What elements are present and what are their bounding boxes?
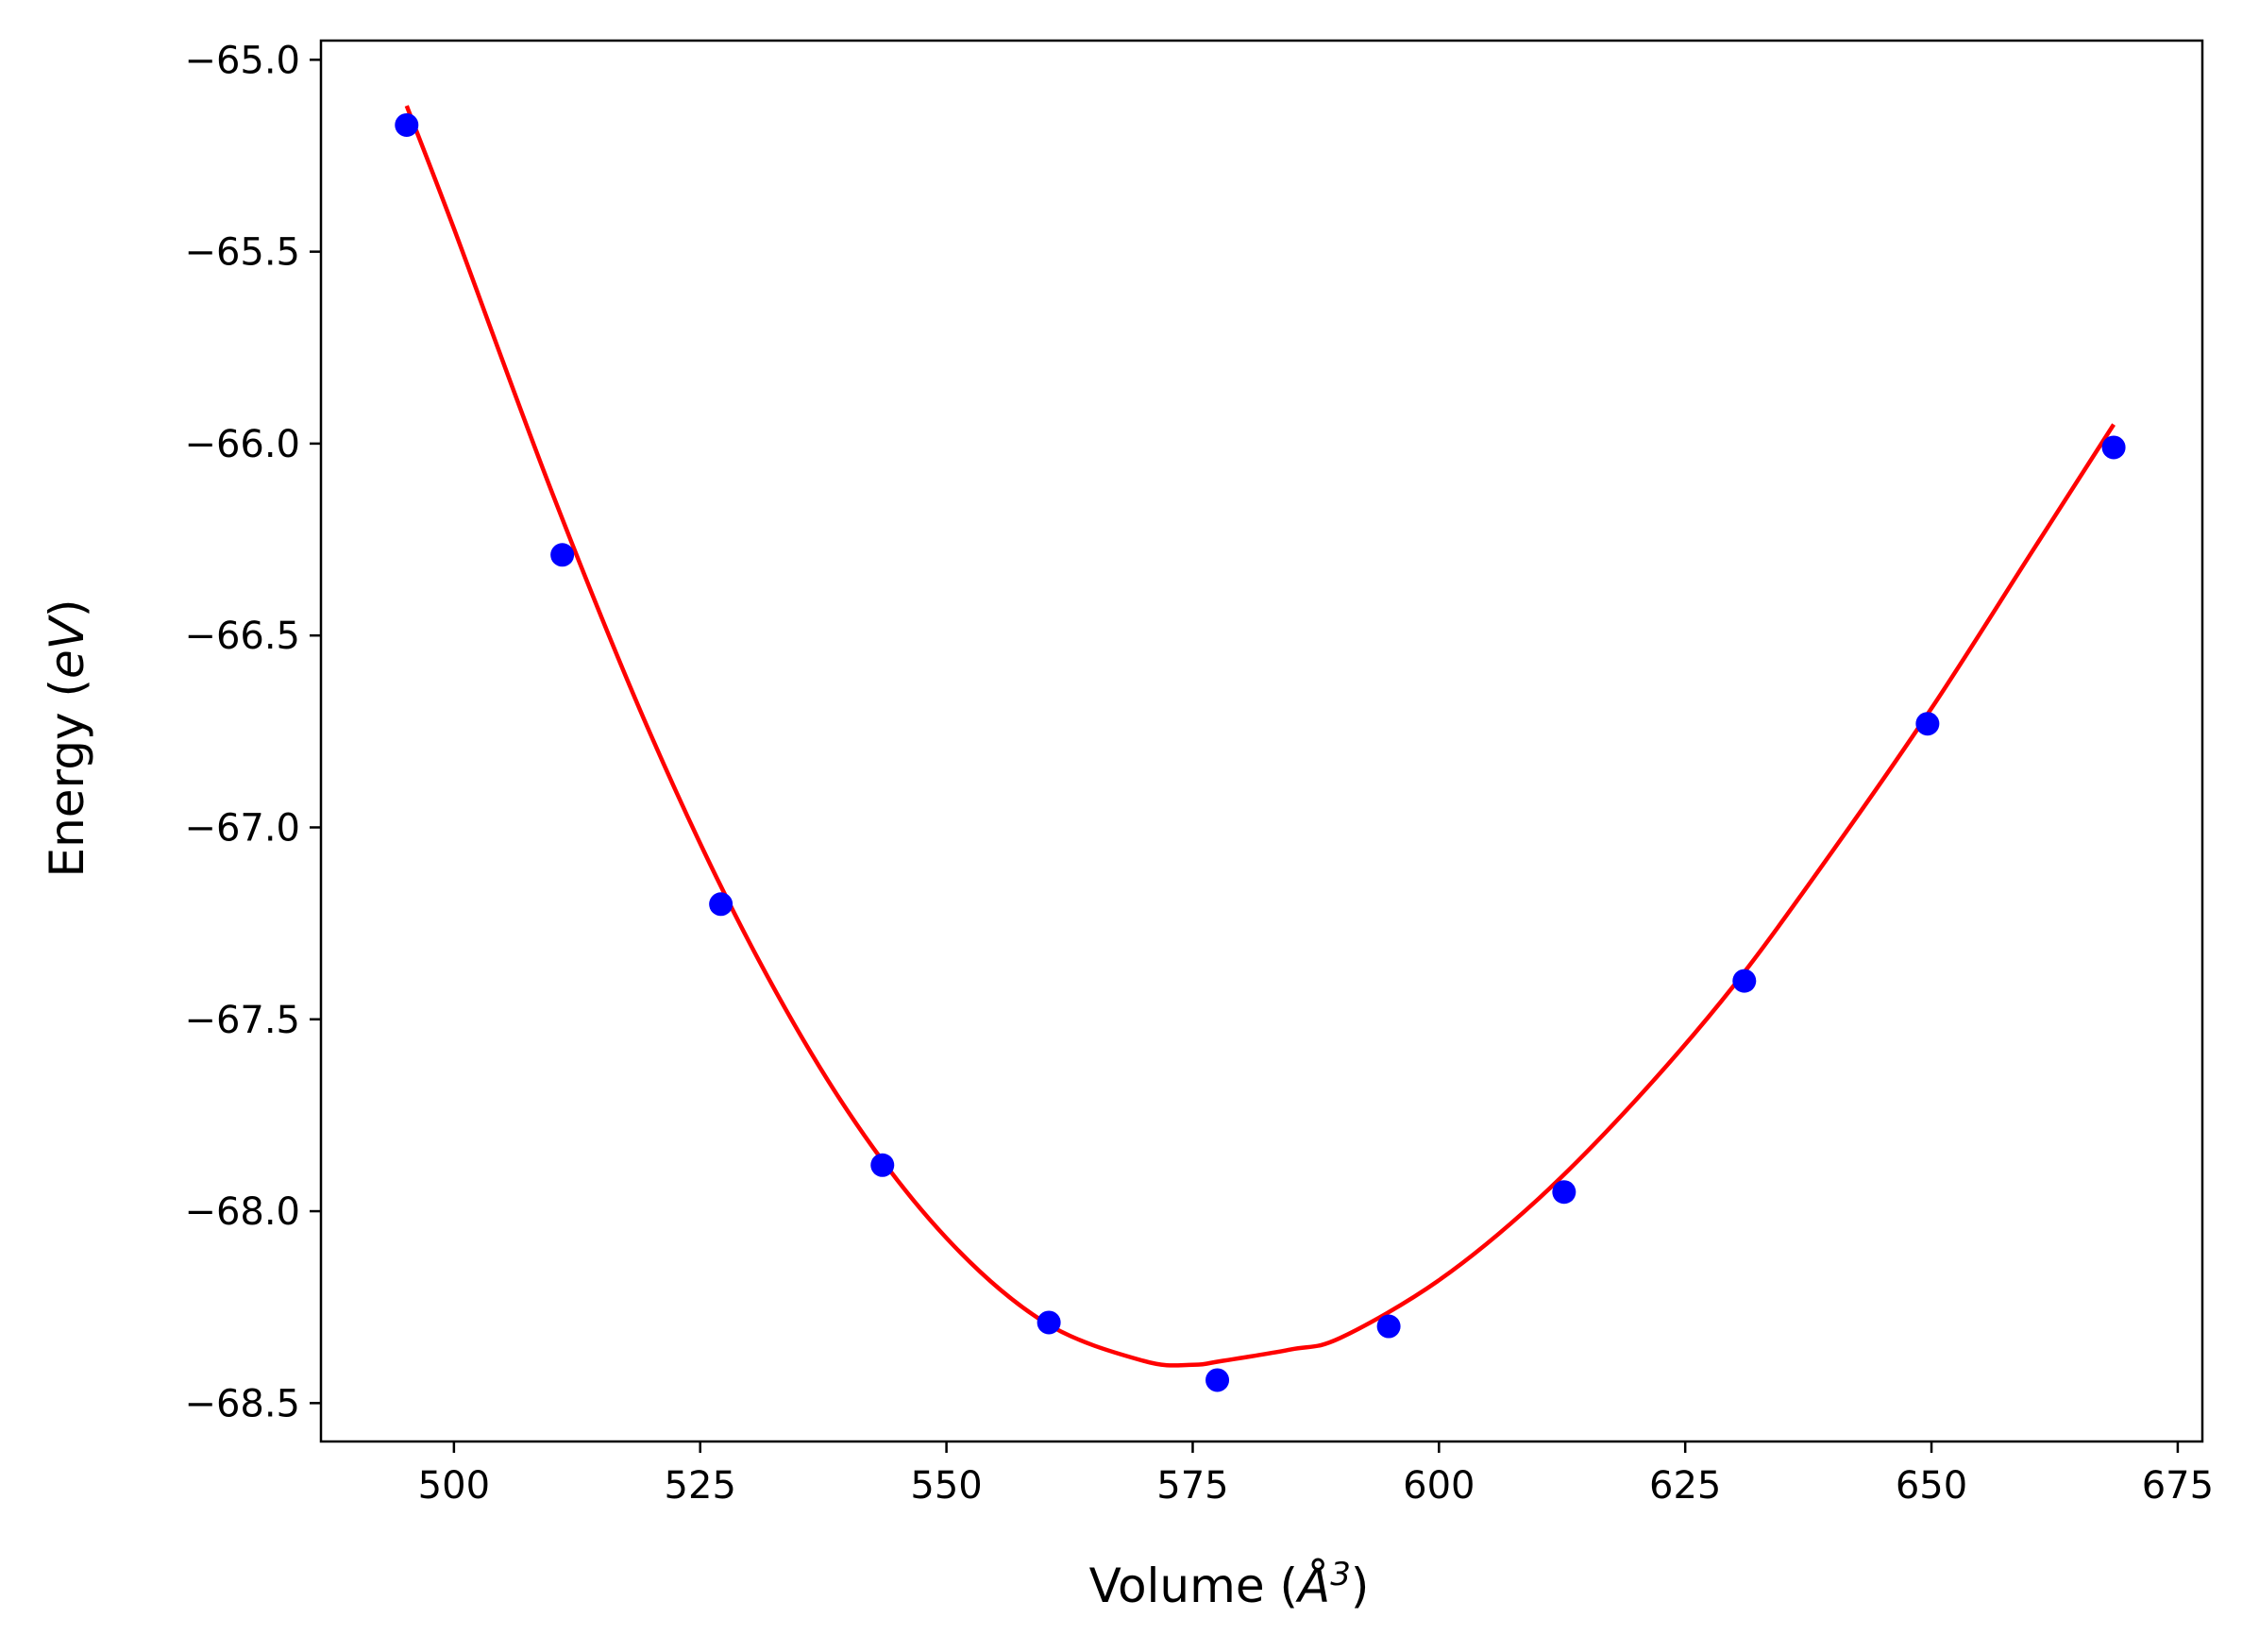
y-tick-label: −65.5	[184, 231, 300, 275]
data-point	[2101, 435, 2126, 460]
y-tick-label: −66.0	[184, 423, 300, 466]
y-tick-label: −67.0	[184, 806, 300, 850]
fit-curve	[404, 105, 2116, 1368]
fit-curve-layer	[404, 105, 2116, 1368]
data-point	[1205, 1368, 1230, 1392]
x-tick-label: 500	[418, 1464, 490, 1508]
data-point	[1376, 1314, 1401, 1339]
data-point	[1732, 969, 1757, 993]
data-points-layer	[395, 112, 2126, 1392]
x-axis-label: Volume (Å3)	[1089, 1556, 1370, 1613]
x-tick-label: 525	[665, 1464, 736, 1508]
data-point	[1037, 1310, 1061, 1335]
y-tick-label: −68.5	[184, 1382, 300, 1425]
y-axis-ticks: −65.0 −65.5 −66.0 −66.5 −67.0 −67.5 −68.0 −68.5	[184, 39, 321, 1425]
data-point	[1915, 712, 1940, 736]
x-tick-label: 625	[1649, 1464, 1721, 1508]
data-point	[709, 892, 733, 917]
data-point	[550, 543, 575, 567]
data-point	[395, 112, 419, 137]
plot-frame	[319, 39, 2204, 1443]
x-tick-label: 575	[1156, 1464, 1228, 1508]
x-tick-label: 550	[910, 1464, 982, 1508]
x-tick-label: 675	[2142, 1464, 2214, 1508]
data-point	[870, 1153, 895, 1177]
y-tick-label: −68.0	[184, 1190, 300, 1234]
y-axis-label: Energy (eV)	[40, 599, 94, 878]
y-tick-label: −66.5	[184, 615, 300, 658]
y-tick-label: −67.5	[184, 999, 300, 1042]
x-tick-label: 650	[1896, 1464, 1967, 1508]
data-point	[1552, 1180, 1576, 1205]
x-tick-label: 600	[1403, 1464, 1475, 1508]
y-tick-label: −65.0	[184, 39, 300, 82]
x-axis-ticks: 500 525 550 575 600 625 650 675	[418, 1441, 2214, 1508]
